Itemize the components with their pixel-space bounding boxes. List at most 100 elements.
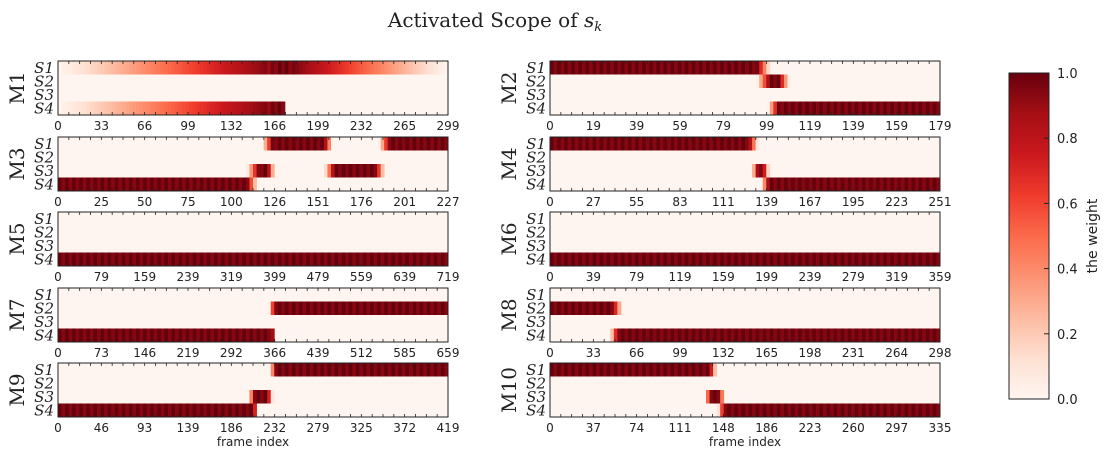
heat-cell-s4 (82, 328, 87, 342)
x-tick-label: 146 (133, 346, 156, 360)
heat-cell-s4 (819, 328, 824, 342)
row-label-s4: S4 (34, 175, 54, 193)
heat-cell-s1 (589, 363, 593, 377)
heat-cell-s4 (890, 177, 895, 191)
heat-cell-s1 (316, 61, 321, 75)
row-label-s4: S4 (526, 326, 546, 344)
heat-cell-s4 (784, 101, 788, 115)
heat-cell-s1 (313, 61, 318, 75)
heat-cell-s1 (674, 363, 679, 377)
heat-cell-s4 (826, 177, 831, 191)
heat-cell-s4 (702, 328, 707, 342)
heat-cell-s4 (270, 252, 275, 266)
x-tick-label: 559 (350, 270, 373, 284)
x-tick-label: 279 (842, 270, 865, 284)
heat-cell-s4 (592, 252, 597, 266)
heat-cell-s4 (79, 101, 84, 115)
heat-cell-s1 (613, 137, 618, 151)
heat-cell-s1 (189, 61, 194, 75)
heat-cell-s4 (628, 252, 632, 266)
heat-cell-s4 (812, 177, 817, 191)
heat-cell-s4 (706, 252, 710, 266)
heat-cell-s2 (437, 301, 442, 315)
heat-cell-s1 (688, 137, 693, 151)
heat-cell-s1 (599, 61, 604, 75)
heat-cell-s4 (833, 403, 838, 417)
heat-cell-s3 (260, 164, 265, 178)
heat-cell-s1 (727, 61, 732, 75)
x-tick-label: 179 (929, 119, 952, 133)
heat-cell-s4 (826, 328, 831, 342)
heat-cell-s2 (292, 301, 296, 315)
heat-cell-s4 (553, 252, 558, 266)
row-label-s2: S2 (526, 148, 546, 166)
heat-cell-s1 (628, 137, 632, 151)
x-tick-label: 199 (307, 119, 330, 133)
heat-cell-s4 (808, 252, 813, 266)
heat-cell-s4 (787, 101, 792, 115)
heat-cell-s4 (858, 101, 863, 115)
heat-cell-s4 (231, 101, 236, 115)
heat-cell-s1 (249, 61, 254, 75)
heat-cell-s4 (791, 177, 796, 191)
heat-cell-s1 (426, 363, 431, 377)
x-tick-label: 93 (137, 421, 152, 435)
heat-cell-s4 (334, 252, 339, 266)
heat-cell-s1 (306, 61, 311, 75)
title-main: Activated Scope of (387, 8, 584, 32)
x-tick-label: 359 (929, 270, 952, 284)
heat-cell-s4 (716, 328, 721, 342)
heat-cell-s1 (560, 61, 565, 75)
heat-cell-s1 (359, 61, 364, 75)
x-tick-label: 50 (137, 195, 152, 209)
heat-cell-s2 (409, 301, 413, 315)
heat-cell-s4 (833, 177, 838, 191)
row-label-s2: S2 (526, 223, 546, 241)
heat-cell-s4 (830, 177, 835, 191)
heat-cell-s4 (199, 252, 204, 266)
heat-cell-s1 (391, 61, 396, 75)
heat-cell-s1 (270, 137, 275, 151)
heat-cell-s2 (423, 301, 428, 315)
heat-cell-s1 (652, 137, 657, 151)
heat-cell-s4 (118, 252, 123, 266)
x-tick-label: 195 (842, 195, 865, 209)
heat-cell-s1 (221, 61, 226, 75)
heat-cell-s4 (136, 101, 140, 115)
heat-cell-s1 (409, 137, 413, 151)
heat-cell-s4 (143, 252, 148, 266)
heat-cell-s2 (302, 301, 307, 315)
heat-cell-s4 (430, 252, 435, 266)
heat-cell-s4 (72, 403, 77, 417)
heat-cell-s4 (741, 403, 746, 417)
heat-cell-s4 (440, 252, 445, 266)
heat-cell-s4 (377, 252, 382, 266)
heat-cell-s1 (214, 61, 218, 75)
heat-cell-s4 (203, 177, 208, 191)
heat-cell-s4 (86, 403, 91, 417)
heat-cell-s4 (805, 328, 810, 342)
heat-cell-s1 (323, 137, 328, 151)
heat-cell-s4 (245, 328, 250, 342)
model-label: M5 (5, 222, 29, 255)
heat-cell-s2 (567, 301, 572, 315)
heat-cell-s4 (851, 101, 856, 115)
heat-cell-s4 (79, 328, 84, 342)
heat-cell-s4 (114, 403, 119, 417)
x-tick-label: 372 (393, 421, 416, 435)
heat-cell-s1 (323, 363, 328, 377)
heat-cell-s2 (359, 301, 364, 315)
heat-cell-s1 (401, 363, 406, 377)
heat-cell-s4 (709, 328, 714, 342)
heat-cell-s4 (745, 403, 749, 417)
heat-cell-s1 (433, 137, 438, 151)
heat-cell-s4 (242, 403, 247, 417)
heat-cell-s4 (911, 252, 916, 266)
heat-cell-s1 (610, 363, 615, 377)
x-tick-label: 439 (307, 346, 330, 360)
heat-cell-s4 (189, 101, 194, 115)
heat-cell-s4 (847, 101, 852, 115)
heat-cell-s1 (334, 61, 339, 75)
heat-cell-s4 (444, 252, 449, 266)
colorbar-tick-label: 0.8 (1057, 132, 1078, 147)
